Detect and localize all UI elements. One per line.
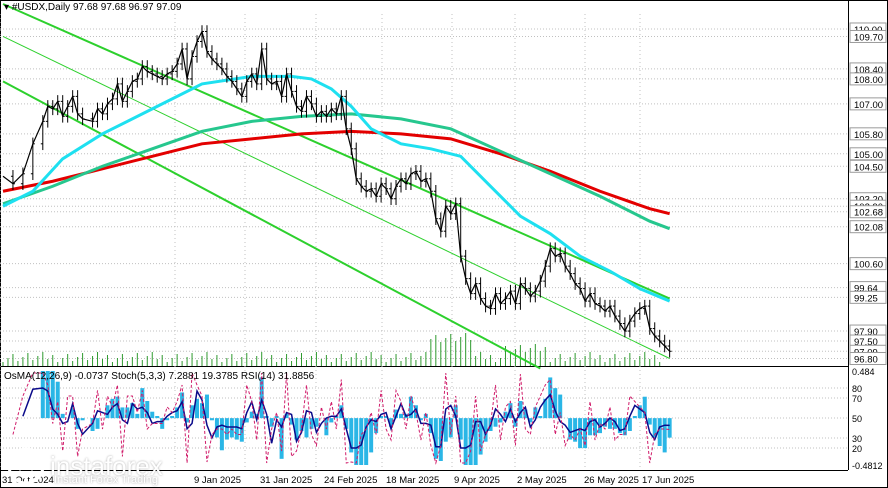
price-tick: 99.25 bbox=[849, 290, 887, 304]
chart-header-icon: ▾ bbox=[4, 2, 10, 13]
price-tick: 109.70 bbox=[849, 29, 887, 43]
moving-average-green bbox=[2, 112, 671, 231]
price-tick: 105.00 bbox=[849, 147, 887, 161]
price-tick-label: 102.68 bbox=[854, 208, 883, 219]
time-tick-label: 9 Apr 2025 bbox=[454, 475, 500, 486]
price-tick-label: 105.00 bbox=[854, 150, 883, 161]
oscillator-level-label: 30 bbox=[852, 434, 862, 444]
oscillator-level-label: 20 bbox=[852, 444, 862, 454]
price-tick-label: 105.80 bbox=[854, 130, 883, 141]
price-tick-box bbox=[849, 290, 887, 304]
price-tick: 102.08 bbox=[849, 220, 887, 234]
price-tick: 104.50 bbox=[849, 159, 887, 173]
price-tick-label: 97.50 bbox=[854, 337, 878, 348]
brand-tagline: Instant Forex Trading bbox=[54, 474, 158, 486]
close-line bbox=[2, 29, 671, 352]
price-tick-box bbox=[849, 97, 887, 111]
price-tick-box bbox=[849, 220, 887, 234]
oscillator-level-label: 50 bbox=[852, 414, 862, 424]
time-tick-label: 18 Mar 2025 bbox=[386, 475, 439, 486]
price-tick-label: 99.64 bbox=[854, 284, 878, 295]
brand-logo: instaforex Instant Forex Trading bbox=[6, 446, 163, 486]
chart-title: ▾ #USDX,Daily 97.68 97.68 96.97 97.09 bbox=[4, 2, 181, 13]
price-tick: 108.00 bbox=[849, 72, 887, 86]
ohlc-label: 97.68 97.68 96.97 97.09 bbox=[72, 2, 182, 13]
price-tick-box bbox=[849, 352, 887, 366]
time-tick-label: 9 Jan 2025 bbox=[194, 475, 241, 486]
price-bar bbox=[667, 339, 672, 358]
time-tick-label: 24 Feb 2025 bbox=[324, 475, 377, 486]
price-tick: 108.40 bbox=[849, 62, 887, 76]
price-tick-label: 99.25 bbox=[854, 293, 878, 304]
time-tick-label: 26 May 2025 bbox=[584, 475, 639, 486]
price-tick: 96.80 bbox=[849, 352, 887, 366]
price-tick-label: 108.40 bbox=[854, 65, 883, 76]
symbol-label: #USDX,Daily bbox=[11, 2, 71, 13]
channel-line-middle bbox=[2, 36, 670, 359]
oscillator-level-label: 70 bbox=[852, 394, 862, 404]
channel-line-lower bbox=[2, 80, 541, 370]
price-tick: 102.68 bbox=[849, 205, 887, 219]
brand-logo-icon bbox=[7, 447, 45, 485]
price-tick-box bbox=[849, 29, 887, 43]
price-tick-box bbox=[849, 205, 887, 219]
indicator-title: OsMA(12,26,9) -0.0737 Stoch(5,3,3) 7.288… bbox=[4, 371, 315, 382]
channel-line-upper bbox=[2, 3, 671, 300]
price-tick-label: 109.70 bbox=[854, 32, 883, 43]
brand-name: instaforex bbox=[50, 450, 163, 481]
price-tick: 105.80 bbox=[849, 127, 887, 141]
time-tick-label: 31 Oct 2024 bbox=[2, 475, 54, 486]
price-tick-label: 96.80 bbox=[854, 355, 878, 366]
price-tick: 107.00 bbox=[849, 97, 887, 111]
price-tick: 100.60 bbox=[849, 257, 887, 271]
price-tick-label: 107.00 bbox=[854, 100, 883, 111]
price-tick-label: 100.60 bbox=[854, 260, 883, 271]
price-tick-label: 102.08 bbox=[854, 223, 883, 234]
osma-range-label: -0.4812 bbox=[852, 461, 883, 471]
rsi-line bbox=[22, 387, 670, 449]
price-tick-label: 97.90 bbox=[854, 327, 878, 338]
time-tick-label: 17 Jun 2025 bbox=[642, 475, 694, 486]
osma-range-label: 0.484 bbox=[852, 367, 875, 377]
price-tick-box bbox=[849, 257, 887, 271]
time-tick-label: 31 Jan 2025 bbox=[260, 475, 312, 486]
oscillator-level-label: 80 bbox=[852, 384, 862, 394]
price-tick-label: 108.00 bbox=[854, 75, 883, 86]
price-tick-box bbox=[849, 72, 887, 86]
price-tick-label: 104.50 bbox=[854, 162, 883, 173]
stochastic-line bbox=[12, 372, 670, 465]
moving-average-cyan bbox=[2, 74, 671, 303]
time-tick-label: 2 May 2025 bbox=[517, 475, 567, 486]
price-tick-box bbox=[849, 159, 887, 173]
price-tick-box bbox=[849, 127, 887, 141]
